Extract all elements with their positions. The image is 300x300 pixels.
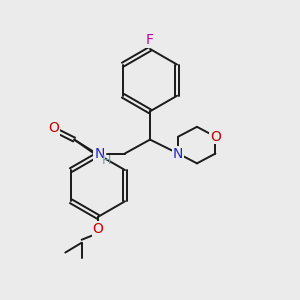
Text: N: N bbox=[94, 147, 105, 160]
Text: N: N bbox=[173, 147, 183, 160]
Text: F: F bbox=[146, 33, 154, 47]
Text: O: O bbox=[210, 130, 221, 144]
Text: O: O bbox=[92, 222, 104, 236]
Text: O: O bbox=[48, 121, 59, 135]
Text: H: H bbox=[102, 154, 111, 167]
